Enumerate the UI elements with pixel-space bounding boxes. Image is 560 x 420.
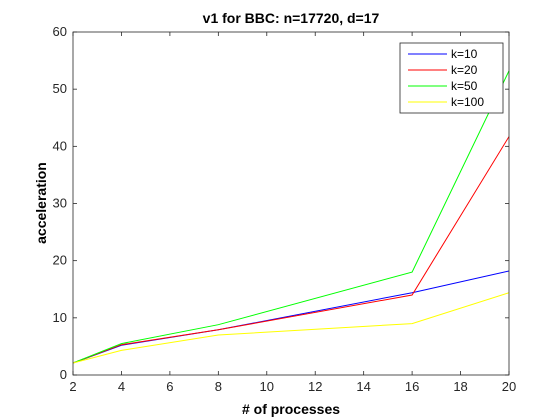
- x-tick-label: 16: [405, 379, 419, 394]
- x-tick-label: 14: [356, 379, 370, 394]
- y-axis: 0 10 20 30 40 50 60: [53, 24, 509, 382]
- x-tick-label: 20: [502, 379, 516, 394]
- series-line-k=20: [72, 136, 510, 364]
- legend-label: k=50: [451, 79, 478, 93]
- x-axis-label: # of processes: [242, 401, 340, 417]
- y-tick-label: 30: [53, 196, 67, 211]
- y-tick-label: 40: [53, 138, 67, 153]
- legend: k=10 k=20 k=50 k=100: [399, 42, 504, 114]
- legend-label: k=20: [451, 63, 478, 77]
- chart-title: v1 for BBC: n=17720, d=17: [203, 10, 380, 26]
- legend-label: k=10: [451, 47, 478, 61]
- y-tick-label: 50: [53, 81, 67, 96]
- x-axis: 2 4 6 8 10 12 14 16 18 20: [69, 32, 516, 394]
- y-tick-label: 60: [53, 24, 67, 39]
- y-tick-label: 10: [53, 310, 67, 325]
- legend-box: [399, 42, 504, 114]
- y-tick-label: 20: [53, 253, 67, 268]
- y-axis-label: acceleration: [33, 162, 49, 244]
- series-line-k=100: [72, 292, 510, 364]
- x-tick-label: 6: [166, 379, 173, 394]
- x-tick-label: 8: [215, 379, 222, 394]
- x-tick-label: 10: [260, 379, 274, 394]
- x-tick-label: 12: [308, 379, 322, 394]
- x-tick-label: 4: [118, 379, 125, 394]
- series-layer: [72, 70, 510, 364]
- legend-label: k=100: [451, 95, 484, 109]
- x-tick-label: 2: [69, 379, 76, 394]
- x-tick-label: 18: [453, 379, 467, 394]
- series-line-k=50: [72, 70, 510, 364]
- y-tick-label: 0: [60, 367, 67, 382]
